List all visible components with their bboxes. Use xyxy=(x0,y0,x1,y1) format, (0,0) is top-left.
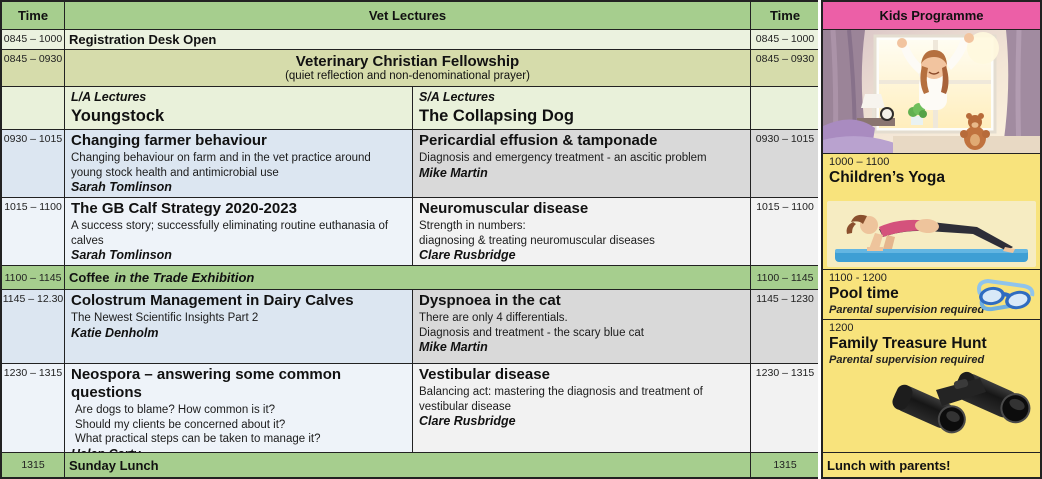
la-track-theme: Youngstock xyxy=(71,107,165,125)
kids-item-title: Family Treasure Hunt xyxy=(829,335,987,352)
time-cell: 1145 – 12.30 xyxy=(2,290,64,363)
kids-item-time: 1100 - 1200 xyxy=(829,272,887,284)
la-session-cell: The GB Calf Strategy 2020-2023 A success… xyxy=(65,198,412,265)
sa-session-cell: Pericardial effusion & tamponade Diagnos… xyxy=(413,130,750,197)
coffee-location: in the Trade Exhibition xyxy=(114,270,255,285)
session-speaker: Mike Martin xyxy=(419,165,488,180)
session-title: The GB Calf Strategy 2020-2023 xyxy=(71,200,297,217)
session-speaker: Clare Rusbridge xyxy=(419,414,516,428)
coffee-row: Coffee in the Trade Exhibition xyxy=(65,266,750,289)
kids-item-title: Pool time xyxy=(829,285,899,302)
table-gap xyxy=(818,0,821,479)
time-cell: 0845 – 0930 xyxy=(2,50,64,86)
kids-programme-table: Kids Programme xyxy=(821,0,1042,479)
session-title: Pericardial effusion & tamponade xyxy=(419,132,658,149)
session-desc: Strength in numbers: diagnosing & treati… xyxy=(419,220,655,247)
sa-session-cell: Vestibular disease Balancing act: master… xyxy=(413,364,750,452)
session-title: Vestibular disease xyxy=(419,366,550,383)
session-speaker: Katie Denholm xyxy=(71,325,159,340)
la-session-cell: Changing farmer behaviour Changing behav… xyxy=(65,130,412,197)
time-cell: 1100 – 1145 xyxy=(2,266,64,289)
la-track-label: L/A Lectures xyxy=(71,90,147,104)
time-left-header: Time xyxy=(2,2,64,29)
kids-treasure-item: 1200 Family Treasure Hunt Parental super… xyxy=(823,320,1040,452)
fellowship-subtitle: (quiet reflection and non-denominational… xyxy=(285,70,530,82)
session-title: Colostrum Management in Dairy Calves xyxy=(71,292,354,309)
vet-lectures-table: Time Vet Lectures Time 0845 – 1000 Regis… xyxy=(0,0,819,479)
session-desc: Are dogs to blame? How common is it? Sho… xyxy=(75,404,321,445)
session-title: Changing farmer behaviour xyxy=(71,132,267,149)
session-speaker: Mike Martin xyxy=(419,340,488,354)
kids-programme-header: Kids Programme xyxy=(823,2,1040,29)
empty-time-cell xyxy=(751,87,819,129)
time-cell: 1315 xyxy=(2,453,64,477)
sa-track-label: S/A Lectures xyxy=(419,90,495,104)
la-track-header: L/A Lectures Youngstock xyxy=(65,87,412,129)
kids-item-note: Parental supervision required xyxy=(829,354,985,366)
time-cell: 1015 – 1100 xyxy=(2,198,64,265)
session-title: Neuromuscular disease xyxy=(419,200,589,217)
kids-lunch-row: Lunch with parents! xyxy=(823,453,1040,477)
registration-row: Registration Desk Open xyxy=(65,30,750,49)
swim-goggles-photo xyxy=(977,278,1035,312)
fellowship-title: Veterinary Christian Fellowship xyxy=(295,53,520,70)
kids-item-time: 1000 – 1100 xyxy=(829,156,890,168)
kids-item-title: Children’s Yoga xyxy=(829,169,945,186)
kids-pool-item: 1100 - 1200 Pool time Parental supervisi… xyxy=(823,270,1040,319)
session-title: Dyspnoea in the cat xyxy=(419,292,561,309)
sa-session-cell: Dyspnoea in the cat There are only 4 dif… xyxy=(413,290,750,363)
fellowship-row: Veterinary Christian Fellowship (quiet r… xyxy=(65,50,750,86)
empty-time-cell xyxy=(2,87,64,129)
la-session-cell: Colostrum Management in Dairy Calves The… xyxy=(65,290,412,363)
sunday-lunch-row: Sunday Lunch xyxy=(65,453,750,477)
session-desc: Diagnosis and emergency treatment - an a… xyxy=(419,152,707,164)
time-right-header: Time xyxy=(751,2,819,29)
session-speaker: Helen Carty xyxy=(71,447,406,453)
session-desc: A success story; successfully eliminatin… xyxy=(71,220,389,247)
waking-child-photo-graphic xyxy=(823,30,1040,153)
session-speaker: Sarah Tomlinson xyxy=(71,248,172,262)
time-cell: 0845 – 0930 xyxy=(751,50,819,86)
yoga-plank-photo xyxy=(827,201,1036,267)
time-cell: 1145 – 1230 xyxy=(751,290,819,363)
waking-child-photo xyxy=(823,30,1040,153)
time-cell: 0930 – 1015 xyxy=(2,130,64,197)
session-title: Neospora – answering some common questio… xyxy=(71,366,342,401)
binoculars-photo xyxy=(892,371,1031,434)
session-speaker: Clare Rusbridge xyxy=(419,248,516,262)
coffee-label: Coffee xyxy=(69,270,110,285)
time-cell: 1100 – 1145 xyxy=(751,266,819,289)
time-cell: 0845 – 1000 xyxy=(751,30,819,49)
time-cell: 1230 – 1315 xyxy=(751,364,819,452)
time-cell: 1315 xyxy=(751,453,819,477)
session-desc: Changing behaviour on farm and in the ve… xyxy=(71,152,371,179)
la-session-cell: Neospora – answering some common questio… xyxy=(65,364,412,452)
kids-item-note: Parental supervision required xyxy=(829,304,985,316)
session-desc: Balancing act: mastering the diagnosis a… xyxy=(419,386,703,413)
time-cell: 1230 – 1315 xyxy=(2,364,64,452)
session-desc: There are only 4 differentials. Diagnosi… xyxy=(419,312,645,339)
time-cell: 0845 – 1000 xyxy=(2,30,64,49)
session-speaker: Sarah Tomlinson xyxy=(71,180,172,194)
kids-item-time: 1200 xyxy=(829,322,854,334)
session-desc: The Newest Scientific Insights Part 2 xyxy=(71,312,259,324)
sa-session-cell: Neuromuscular disease Strength in number… xyxy=(413,198,750,265)
sa-track-theme: The Collapsing Dog xyxy=(419,107,574,125)
kids-yoga-item: 1000 – 1100 Children’s Yoga xyxy=(823,154,1040,269)
sa-track-header: S/A Lectures The Collapsing Dog xyxy=(413,87,750,129)
vet-lectures-header: Vet Lectures xyxy=(65,2,750,29)
time-cell: 1015 – 1100 xyxy=(751,198,819,265)
time-cell: 0930 – 1015 xyxy=(751,130,819,197)
